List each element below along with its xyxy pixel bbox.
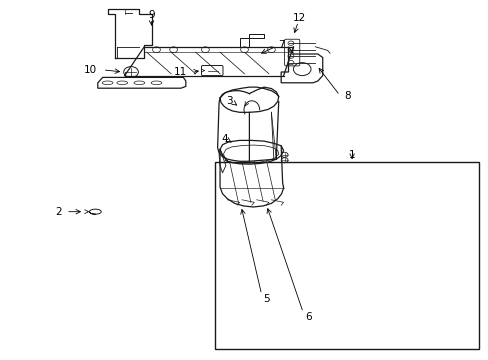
Text: 1: 1 [348,150,355,160]
Text: 9: 9 [148,10,155,20]
Text: 10: 10 [84,65,97,75]
Text: 7: 7 [277,40,284,50]
Text: 3: 3 [226,96,233,106]
Text: 5: 5 [263,294,269,304]
Text: 2: 2 [55,207,62,217]
Polygon shape [98,77,185,88]
Text: 11: 11 [173,67,186,77]
Text: 12: 12 [292,13,306,23]
Text: 8: 8 [343,91,350,102]
Polygon shape [281,47,322,83]
Text: 4: 4 [221,134,228,144]
Bar [215,162,478,349]
Text: 6: 6 [304,312,311,322]
